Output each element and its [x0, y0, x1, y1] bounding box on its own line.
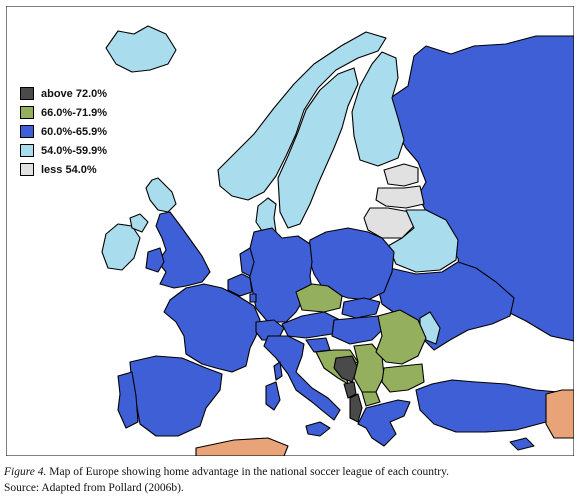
country-bulgaria[interactable]: [381, 363, 425, 393]
legend-item-above-72: above 72.0%: [20, 84, 144, 103]
country-northern-ireland[interactable]: [129, 213, 149, 233]
legend-label: 60.0%-65.9%: [41, 125, 108, 138]
region-east-unclassified: [545, 389, 574, 439]
country-norway[interactable]: [217, 31, 387, 201]
legend-label: 66.0%-71.9%: [41, 106, 108, 119]
country-ireland[interactable]: [101, 223, 141, 271]
caption-text: Map of Europe showing home advantage in …: [46, 466, 449, 478]
country-portugal[interactable]: [117, 371, 139, 429]
map-legend: above 72.0% 66.0%-71.9% 60.0%-65.9% 54.0…: [20, 84, 144, 179]
country-cyprus[interactable]: [509, 437, 535, 451]
legend-item-less-54: less 54.0%: [20, 160, 144, 179]
country-albania[interactable]: [349, 393, 363, 423]
legend-label: less 54.0%: [41, 163, 97, 176]
legend-label: above 72.0%: [41, 87, 108, 100]
country-france-corsica[interactable]: [273, 361, 283, 381]
country-belarus[interactable]: [387, 209, 459, 273]
legend-swatch: [20, 87, 34, 100]
country-wales[interactable]: [145, 247, 165, 273]
country-estonia[interactable]: [383, 163, 419, 187]
country-iceland[interactable]: [105, 25, 177, 73]
country-belgium[interactable]: [227, 273, 253, 297]
country-poland[interactable]: [307, 227, 395, 301]
legend-label: 54.0%-59.9%: [41, 144, 108, 157]
country-netherlands[interactable]: [239, 247, 255, 277]
legend-item-54-60: 54.0%-59.9%: [20, 141, 144, 160]
map-canvas: [6, 6, 574, 456]
country-hungary[interactable]: [331, 315, 385, 345]
country-luxembourg[interactable]: [249, 293, 257, 303]
legend-swatch: [20, 125, 34, 138]
country-finland[interactable]: [351, 51, 405, 167]
country-italy-sicily[interactable]: [305, 421, 331, 437]
caption-source: Source: Adapted from Pollard (2006b).: [4, 482, 184, 494]
country-macedonia[interactable]: [361, 391, 381, 407]
country-denmark[interactable]: [255, 197, 277, 235]
country-romania[interactable]: [375, 309, 427, 365]
legend-item-66-72: 66.0%-71.9%: [20, 103, 144, 122]
legend-swatch: [20, 144, 34, 157]
country-latvia[interactable]: [375, 185, 425, 209]
legend-swatch: [20, 106, 34, 119]
country-sweden[interactable]: [277, 67, 359, 229]
figure-label: Figure 4.: [4, 466, 47, 478]
country-france[interactable]: [163, 283, 261, 373]
country-england[interactable]: [155, 211, 211, 289]
country-scotland[interactable]: [145, 177, 177, 213]
country-italy-sardinia[interactable]: [265, 381, 281, 411]
country-italy[interactable]: [263, 335, 341, 421]
caption-line-main: Figure 4. Map of Europe showing home adv…: [4, 464, 576, 480]
country-greece[interactable]: [357, 399, 411, 447]
region-north-africa-unclassified: [195, 437, 289, 456]
legend-swatch: [20, 163, 34, 176]
country-montenegro[interactable]: [343, 381, 357, 399]
legend-item-60-66: 60.0%-65.9%: [20, 122, 144, 141]
country-czech-republic[interactable]: [295, 283, 343, 313]
country-slovakia[interactable]: [341, 297, 381, 319]
figure-caption: Figure 4. Map of Europe showing home adv…: [4, 464, 576, 496]
europe-map: above 72.0% 66.0%-71.9% 60.0%-65.9% 54.0…: [6, 6, 574, 456]
